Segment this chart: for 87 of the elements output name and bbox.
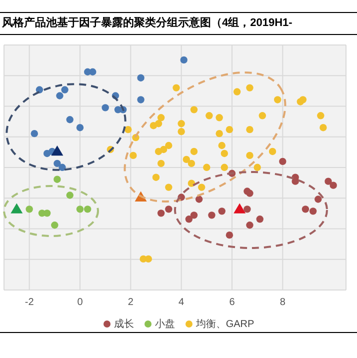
point <box>203 164 210 171</box>
point <box>258 112 266 120</box>
point <box>66 116 74 124</box>
point <box>246 190 254 197</box>
point <box>314 196 322 203</box>
point <box>185 216 193 223</box>
point <box>274 96 282 104</box>
point <box>54 160 61 168</box>
point <box>320 124 327 132</box>
point <box>130 152 137 160</box>
x-tick-label: -2 <box>24 297 34 308</box>
x-tick-label: 0 <box>77 297 84 308</box>
point <box>206 112 213 120</box>
point <box>76 206 84 213</box>
point <box>150 122 158 130</box>
point <box>10 203 23 214</box>
point <box>102 104 109 112</box>
point <box>160 146 168 154</box>
point <box>216 130 223 138</box>
point <box>216 114 223 122</box>
point <box>84 206 92 213</box>
point <box>234 203 246 214</box>
point <box>190 212 198 219</box>
point <box>324 178 332 185</box>
point <box>165 184 172 191</box>
point <box>246 152 254 160</box>
point <box>190 106 198 114</box>
point <box>61 86 68 94</box>
point <box>157 114 165 122</box>
point <box>226 231 234 239</box>
point <box>188 160 196 168</box>
point <box>76 124 84 132</box>
point <box>330 182 337 189</box>
point <box>226 126 234 134</box>
point <box>54 176 61 183</box>
point <box>268 148 276 156</box>
point <box>51 222 58 229</box>
point <box>317 112 324 120</box>
legend-label: 成长 <box>114 318 134 331</box>
point <box>26 206 33 213</box>
point <box>233 88 241 96</box>
point <box>246 126 254 134</box>
point <box>302 206 310 213</box>
point <box>188 180 196 187</box>
point <box>178 128 185 136</box>
point <box>56 92 64 100</box>
point <box>246 222 254 229</box>
point <box>124 126 132 134</box>
point <box>256 216 264 223</box>
point <box>165 142 172 150</box>
point <box>152 174 160 181</box>
legend-label: 小盘 <box>154 318 175 331</box>
point <box>309 208 317 215</box>
point <box>218 208 226 215</box>
point <box>157 210 165 217</box>
point <box>165 206 172 213</box>
point <box>137 74 144 82</box>
x-tick-label: 8 <box>280 297 286 308</box>
point <box>279 158 286 166</box>
point <box>208 212 216 219</box>
legend-label: 均衡、GARP <box>196 318 254 331</box>
point <box>144 255 152 263</box>
point <box>89 68 96 76</box>
point <box>198 184 206 191</box>
point <box>220 150 228 158</box>
point <box>299 96 307 104</box>
point <box>244 206 251 213</box>
x-tick-label: 6 <box>229 297 236 308</box>
point <box>58 164 66 171</box>
chart-title: 风格产品池基于因子暴露的聚类分组示意图（4组，2019H1- <box>2 17 292 29</box>
point <box>246 84 254 92</box>
point <box>51 145 64 156</box>
point <box>218 142 226 150</box>
point <box>30 130 38 138</box>
point <box>190 148 198 156</box>
point <box>254 164 261 171</box>
point <box>66 192 74 199</box>
point <box>178 120 185 128</box>
x-tick-label: 2 <box>128 297 134 308</box>
point <box>137 96 144 104</box>
point <box>180 56 188 64</box>
point <box>172 84 180 92</box>
x-tick-label: 4 <box>178 297 185 308</box>
point <box>182 156 190 164</box>
point <box>195 196 203 203</box>
point <box>220 164 228 171</box>
point <box>157 160 165 168</box>
